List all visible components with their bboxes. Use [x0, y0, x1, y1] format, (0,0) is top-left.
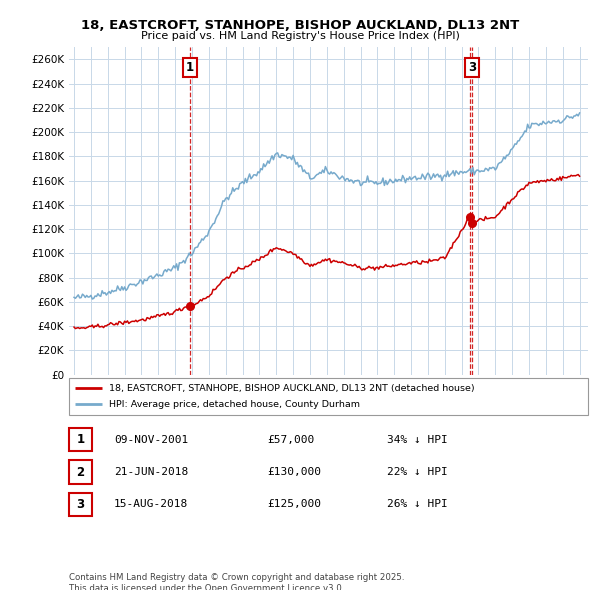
Text: 34% ↓ HPI: 34% ↓ HPI [387, 435, 448, 444]
Text: £125,000: £125,000 [267, 500, 321, 509]
Text: 1: 1 [76, 433, 85, 446]
Text: 2: 2 [76, 466, 85, 478]
Text: Price paid vs. HM Land Registry's House Price Index (HPI): Price paid vs. HM Land Registry's House … [140, 31, 460, 41]
Text: 1: 1 [185, 61, 194, 74]
Text: 18, EASTCROFT, STANHOPE, BISHOP AUCKLAND, DL13 2NT: 18, EASTCROFT, STANHOPE, BISHOP AUCKLAND… [81, 19, 519, 32]
Text: 15-AUG-2018: 15-AUG-2018 [114, 500, 188, 509]
Text: £130,000: £130,000 [267, 467, 321, 477]
Text: 3: 3 [468, 61, 476, 74]
Text: £57,000: £57,000 [267, 435, 314, 444]
Text: 3: 3 [76, 498, 85, 511]
Text: 21-JUN-2018: 21-JUN-2018 [114, 467, 188, 477]
Text: Contains HM Land Registry data © Crown copyright and database right 2025.
This d: Contains HM Land Registry data © Crown c… [69, 573, 404, 590]
Text: 22% ↓ HPI: 22% ↓ HPI [387, 467, 448, 477]
Text: 09-NOV-2001: 09-NOV-2001 [114, 435, 188, 444]
Text: HPI: Average price, detached house, County Durham: HPI: Average price, detached house, Coun… [109, 400, 360, 409]
Text: 18, EASTCROFT, STANHOPE, BISHOP AUCKLAND, DL13 2NT (detached house): 18, EASTCROFT, STANHOPE, BISHOP AUCKLAND… [109, 384, 475, 392]
Text: 26% ↓ HPI: 26% ↓ HPI [387, 500, 448, 509]
